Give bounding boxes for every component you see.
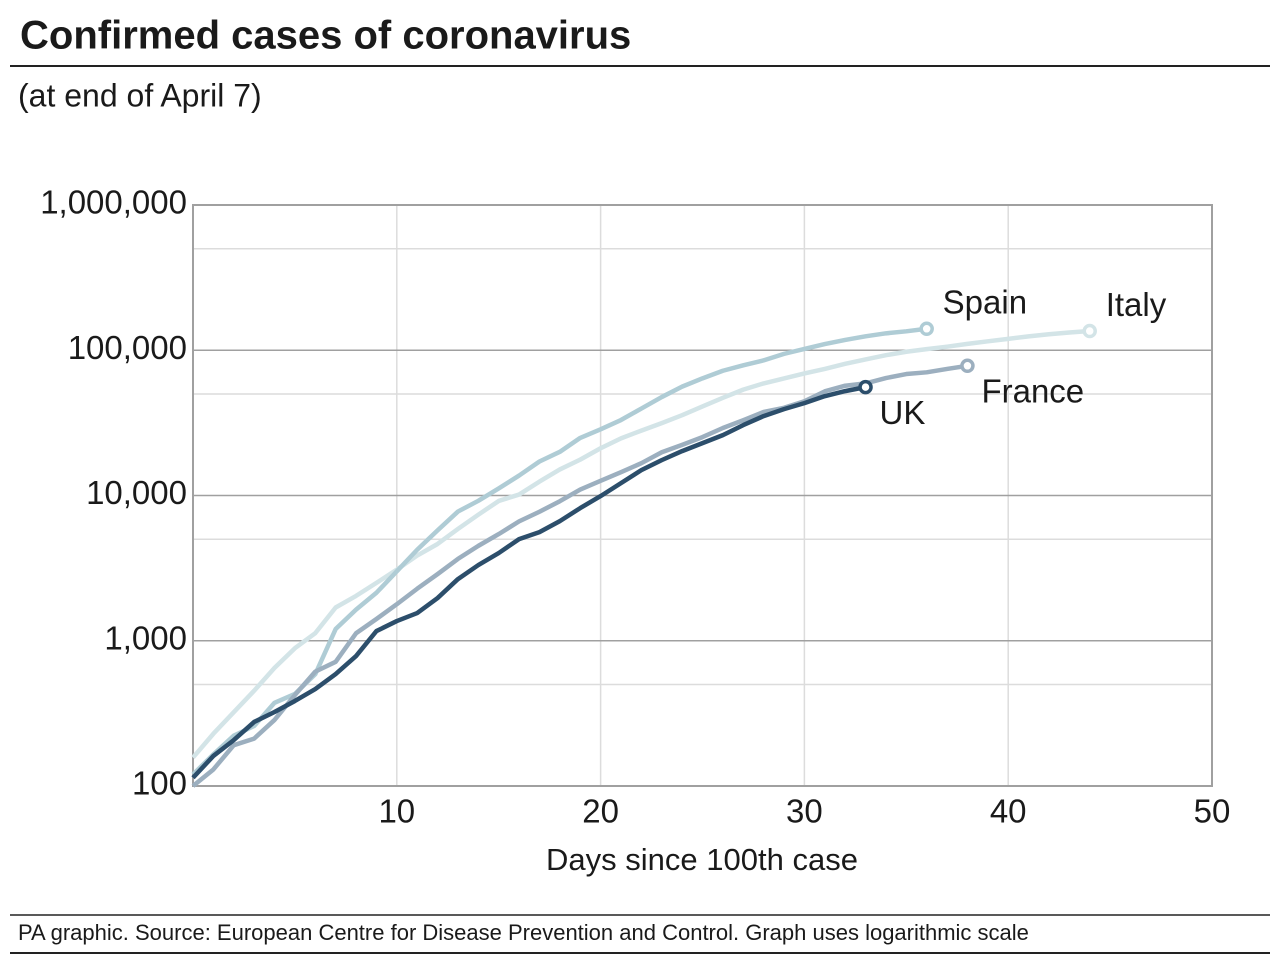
- x-tick-label: 20: [582, 793, 619, 830]
- y-tick-label: 10,000: [86, 474, 187, 511]
- y-tick-label: 100,000: [68, 329, 187, 366]
- series-label: France: [981, 373, 1084, 410]
- x-axis-label: Days since 100th case: [546, 842, 858, 877]
- series-line: [191, 363, 968, 788]
- end-marker: [1082, 323, 1097, 339]
- chart-title: Confirmed cases of coronavirus: [20, 14, 631, 58]
- source-note: PA graphic. Source: European Centre for …: [18, 920, 1029, 945]
- series-label: Italy: [1106, 286, 1167, 323]
- series-line: [191, 384, 866, 780]
- series-label: UK: [880, 394, 926, 431]
- end-marker: [960, 358, 975, 374]
- x-tick-label: 10: [378, 793, 415, 830]
- grid: [192, 204, 1213, 787]
- y-tick-label: 1,000: [104, 619, 187, 656]
- series-label: Spain: [943, 284, 1027, 321]
- plot-frame: [192, 204, 1213, 787]
- end-marker: [919, 321, 934, 337]
- end-marker: [858, 379, 873, 395]
- chart-subtitle: (at end of April 7): [18, 77, 262, 113]
- y-tick-label: 1,000,000: [40, 184, 187, 221]
- y-tick-label: 100: [132, 765, 187, 802]
- x-tick-label: 40: [990, 793, 1027, 830]
- x-tick-label: 50: [1194, 793, 1231, 830]
- series-line: [191, 328, 1090, 760]
- x-tick-label: 30: [786, 793, 823, 830]
